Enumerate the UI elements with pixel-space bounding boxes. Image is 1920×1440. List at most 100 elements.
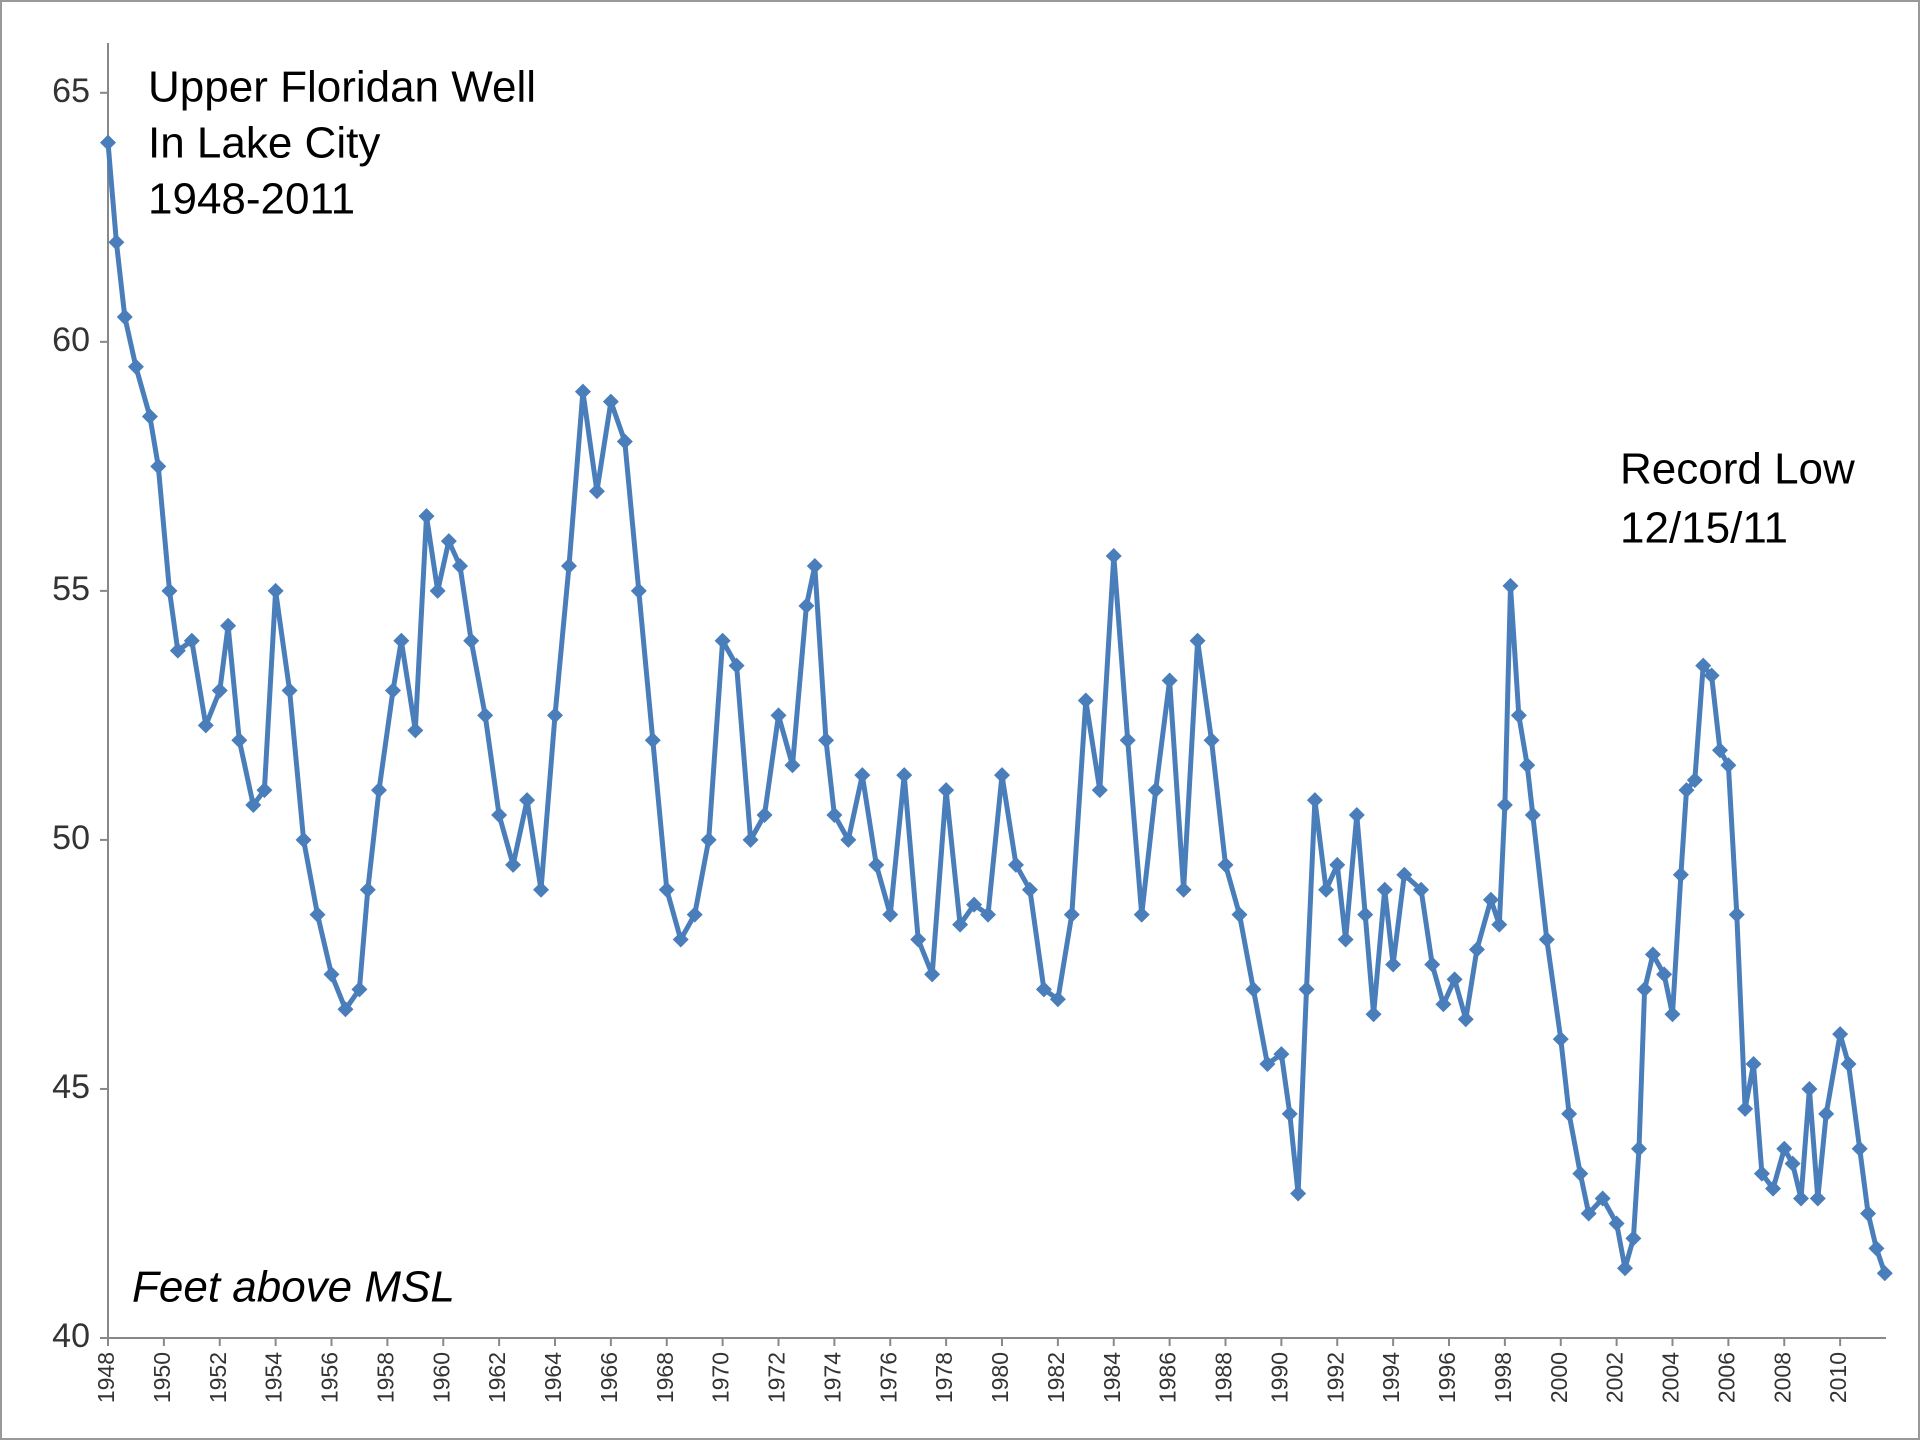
y-tick-label: 60 xyxy=(52,321,90,359)
data-point xyxy=(429,582,446,599)
data-point xyxy=(1711,742,1728,759)
data-point xyxy=(197,717,214,734)
data-point xyxy=(1644,946,1661,963)
data-point xyxy=(1636,981,1653,998)
data-point xyxy=(127,358,144,375)
data-point xyxy=(616,433,633,450)
data-point xyxy=(211,682,228,699)
x-tick-label: 1980 xyxy=(987,1352,1013,1403)
x-tick-label: 1954 xyxy=(261,1352,287,1403)
x-tick-label: 1952 xyxy=(205,1352,231,1403)
data-point xyxy=(384,682,401,699)
x-tick-label: 1962 xyxy=(484,1352,510,1403)
data-point xyxy=(1446,971,1463,988)
data-point xyxy=(806,557,823,574)
data-point xyxy=(1753,1165,1770,1182)
data-point xyxy=(1175,881,1192,898)
x-tick-label: 2002 xyxy=(1602,1352,1628,1403)
y-tick-label: 45 xyxy=(52,1068,90,1106)
data-point xyxy=(714,632,731,649)
data-point xyxy=(1496,797,1513,814)
data-point xyxy=(1203,732,1220,749)
data-point xyxy=(1809,1190,1826,1207)
data-point xyxy=(1745,1056,1762,1073)
x-tick-label: 1948 xyxy=(93,1352,119,1403)
data-point xyxy=(323,966,340,983)
x-tick-label: 1956 xyxy=(317,1352,343,1403)
data-point xyxy=(370,782,387,799)
data-point xyxy=(1625,1230,1642,1247)
data-point xyxy=(150,458,167,475)
data-point xyxy=(1273,1046,1290,1063)
data-point xyxy=(1119,732,1136,749)
data-point xyxy=(161,582,178,599)
title-line: In Lake City xyxy=(148,119,380,168)
data-point xyxy=(440,533,457,550)
data-point xyxy=(910,931,927,948)
data-point xyxy=(686,906,703,923)
data-point xyxy=(463,632,480,649)
data-point xyxy=(1318,881,1335,898)
data-point xyxy=(1306,792,1323,809)
data-point xyxy=(574,383,591,400)
x-tick-label: 1964 xyxy=(540,1352,566,1403)
data-point xyxy=(1091,782,1108,799)
data-point xyxy=(1217,856,1234,873)
data-point xyxy=(491,807,508,824)
data-point xyxy=(1376,881,1393,898)
x-tick-label: 1994 xyxy=(1378,1352,1404,1403)
data-point xyxy=(1298,981,1315,998)
data-point xyxy=(882,906,899,923)
x-tick-label: 2000 xyxy=(1546,1352,1572,1403)
y-tick-label: 65 xyxy=(52,72,90,110)
data-point xyxy=(1035,981,1052,998)
data-point xyxy=(1630,1140,1647,1157)
x-tick-label: 1974 xyxy=(819,1352,845,1403)
data-point xyxy=(1502,577,1519,594)
data-point xyxy=(1552,1031,1569,1048)
data-point xyxy=(826,807,843,824)
data-point xyxy=(1608,1215,1625,1232)
data-point xyxy=(1245,981,1262,998)
data-point xyxy=(630,582,647,599)
data-point xyxy=(728,657,745,674)
x-tick-label: 1998 xyxy=(1490,1352,1516,1403)
data-point xyxy=(295,831,312,848)
data-point xyxy=(393,632,410,649)
data-point xyxy=(183,632,200,649)
data-point xyxy=(1105,548,1122,565)
data-point xyxy=(1686,772,1703,789)
data-point xyxy=(1290,1185,1307,1202)
data-point xyxy=(418,508,435,525)
data-point xyxy=(1784,1155,1801,1172)
data-point xyxy=(245,797,262,814)
x-tick-label: 1966 xyxy=(596,1352,622,1403)
data-point xyxy=(1482,891,1499,908)
data-point xyxy=(1580,1205,1597,1222)
data-point xyxy=(505,856,522,873)
data-point xyxy=(169,642,186,659)
x-tick-label: 1970 xyxy=(708,1352,734,1403)
data-point xyxy=(798,597,815,614)
data-point xyxy=(1519,757,1536,774)
data-point xyxy=(1801,1080,1818,1097)
data-point xyxy=(547,707,563,724)
data-point xyxy=(1337,931,1354,948)
x-tick-label: 1978 xyxy=(931,1352,957,1403)
data-point xyxy=(602,393,619,410)
y-tick-label: 50 xyxy=(52,819,90,857)
data-point xyxy=(116,308,133,325)
data-point xyxy=(1656,966,1673,983)
data-point xyxy=(1077,692,1094,709)
data-point xyxy=(452,557,469,574)
data-point xyxy=(477,707,494,724)
data-point xyxy=(1133,906,1150,923)
data-point xyxy=(108,234,125,251)
x-tick-label: 1972 xyxy=(764,1352,790,1403)
data-point xyxy=(1189,632,1206,649)
data-point xyxy=(742,831,759,848)
x-tick-label: 1950 xyxy=(149,1352,175,1403)
data-point xyxy=(1281,1105,1298,1122)
data-point xyxy=(1868,1240,1885,1257)
